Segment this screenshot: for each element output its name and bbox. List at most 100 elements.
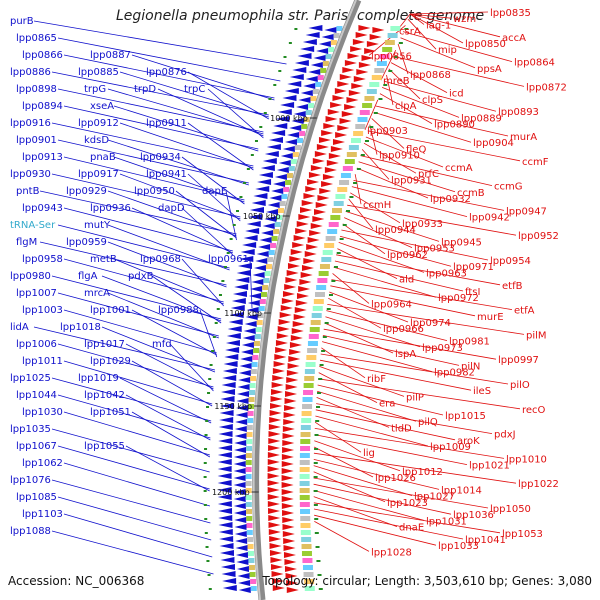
gene-label[interactable]: lpp1031: [426, 516, 467, 527]
gene-label[interactable]: pnaB: [90, 152, 116, 163]
gene-label[interactable]: lpp0941: [146, 169, 187, 180]
gene-label[interactable]: accA: [502, 33, 526, 44]
gene-label[interactable]: tRNA-Ser: [10, 220, 56, 231]
gene-label[interactable]: lpp0886: [10, 67, 51, 78]
gene-label[interactable]: lpp0864: [514, 58, 555, 69]
gene-label[interactable]: lpp1103: [22, 509, 63, 520]
gene-label[interactable]: lpp0934: [140, 152, 181, 163]
gene-label[interactable]: lpp0856: [371, 51, 412, 62]
gene-label[interactable]: lpp1053: [502, 529, 543, 540]
gene-label[interactable]: lpp1014: [441, 485, 482, 496]
gene-label[interactable]: lpp0962: [387, 250, 428, 261]
gene-label[interactable]: lpp0958: [22, 254, 63, 265]
gene-label[interactable]: lig: [363, 448, 375, 459]
gene-label[interactable]: lpp0912: [78, 118, 119, 129]
gene-label[interactable]: lpp0954: [490, 256, 531, 267]
gene-label[interactable]: lpp1022: [518, 479, 559, 490]
gene-label[interactable]: era: [379, 399, 395, 410]
gene-label[interactable]: dnaE: [399, 523, 424, 534]
gene-label[interactable]: trpG: [84, 84, 106, 95]
gene-label[interactable]: lpp0944: [375, 225, 416, 236]
gene-label[interactable]: lpp0835: [490, 8, 531, 19]
gene-label[interactable]: lpp1023: [387, 498, 428, 509]
gene-label[interactable]: icd: [449, 89, 464, 100]
gene-label[interactable]: ftsI: [465, 287, 480, 298]
gene-label[interactable]: lpp0887: [90, 50, 131, 61]
gene-label[interactable]: lpp0973: [422, 343, 463, 354]
gene-label[interactable]: lpp0865: [16, 33, 57, 44]
gene-label[interactable]: lpp1036: [453, 510, 494, 521]
gene-label[interactable]: lpp0901: [16, 135, 57, 146]
gene-label[interactable]: lpp0997: [498, 355, 539, 366]
gene-label[interactable]: recO: [522, 405, 546, 416]
gene-label[interactable]: ccmH: [363, 200, 391, 211]
gene-label[interactable]: lpp1011: [22, 356, 63, 367]
gene-label[interactable]: pntB: [16, 186, 40, 197]
gene-label[interactable]: lpp1044: [16, 390, 57, 401]
gene-label[interactable]: lpp0968: [140, 254, 181, 265]
gene-label[interactable]: etfB: [502, 281, 523, 292]
gene-label[interactable]: ccmG: [494, 182, 523, 193]
gene-label[interactable]: lpp0942: [469, 213, 510, 224]
gene-label[interactable]: lpp0961: [208, 254, 249, 265]
gene-label[interactable]: mip: [438, 45, 457, 56]
gene-label[interactable]: lpp1003: [22, 305, 63, 316]
gene-label[interactable]: lpp0916: [10, 118, 51, 129]
gene-label[interactable]: lpp1007: [16, 288, 57, 299]
gene-label[interactable]: ppsA: [477, 64, 502, 75]
gene-label[interactable]: trpC: [184, 84, 205, 95]
gene-label[interactable]: pdxJ: [494, 430, 516, 441]
gene-label[interactable]: lpp0971: [453, 262, 494, 273]
gene-label[interactable]: lpp0889: [461, 113, 502, 124]
gene-label[interactable]: lpp1050: [490, 504, 531, 515]
gene-label[interactable]: trpD: [134, 84, 156, 95]
gene-label[interactable]: lpp0885: [78, 67, 119, 78]
gene-label[interactable]: mrcA: [84, 288, 110, 299]
gene-label[interactable]: lpp0931: [391, 175, 432, 186]
gene-label[interactable]: lpp0953: [414, 244, 455, 255]
gene-label[interactable]: lpp0917: [78, 169, 119, 180]
gene-label[interactable]: lpp1006: [16, 339, 57, 350]
gene-label[interactable]: lpp0929: [66, 186, 107, 197]
gene-label[interactable]: lpp1042: [84, 390, 125, 401]
gene-label[interactable]: ccmF: [522, 157, 549, 168]
gene-label[interactable]: etfA: [514, 306, 535, 317]
gene-label[interactable]: lpp0945: [441, 237, 482, 248]
gene-label[interactable]: lpp0974: [410, 318, 451, 329]
gene-label[interactable]: lpp1018: [60, 322, 101, 333]
gene-label[interactable]: dapE: [202, 186, 227, 197]
gene-label[interactable]: ileS: [473, 386, 491, 397]
gene-label[interactable]: lpp0988: [158, 305, 199, 316]
gene-label[interactable]: pilN: [461, 361, 480, 372]
gene-label[interactable]: lpp0913: [22, 152, 63, 163]
gene-label[interactable]: lpp1067: [16, 441, 57, 452]
gene-label[interactable]: lpp0898: [16, 84, 57, 95]
gene-label[interactable]: lpp0910: [379, 151, 420, 162]
gene-label[interactable]: lpp1021: [469, 461, 510, 472]
gene-label[interactable]: clpA: [395, 101, 417, 112]
gene-label[interactable]: flgM: [16, 237, 37, 248]
gene-label[interactable]: lpp1033: [438, 541, 479, 552]
gene-label[interactable]: pilP: [406, 392, 424, 403]
gene-label[interactable]: lpp1051: [90, 407, 131, 418]
gene-label[interactable]: lpp1062: [22, 458, 63, 469]
gene-label[interactable]: pdxB: [128, 271, 154, 282]
gene-label[interactable]: murE: [477, 312, 504, 323]
gene-label[interactable]: lpp1009: [430, 442, 471, 453]
gene-label[interactable]: lpp1010: [506, 454, 547, 465]
gene-label[interactable]: lpp0950: [134, 186, 175, 197]
gene-label[interactable]: lpp1012: [402, 467, 443, 478]
gene-label[interactable]: lpp0850: [465, 39, 506, 50]
gene-label[interactable]: lpp1026: [375, 473, 416, 484]
gene-label[interactable]: lpp0894: [22, 101, 63, 112]
gene-label[interactable]: clpS: [422, 95, 443, 106]
gene-label[interactable]: lpp1017: [84, 339, 125, 350]
gene-label[interactable]: lidA: [10, 322, 29, 333]
gene-label[interactable]: lpp0959: [66, 237, 107, 248]
gene-label[interactable]: lpp0966: [383, 324, 424, 335]
gene-label[interactable]: lpp1055: [84, 441, 125, 452]
gene-label[interactable]: lpp0982: [434, 368, 475, 379]
gene-label[interactable]: kdsD: [84, 135, 109, 146]
gene-label[interactable]: lpp0866: [22, 50, 63, 61]
gene-label[interactable]: lpp1025: [10, 373, 51, 384]
